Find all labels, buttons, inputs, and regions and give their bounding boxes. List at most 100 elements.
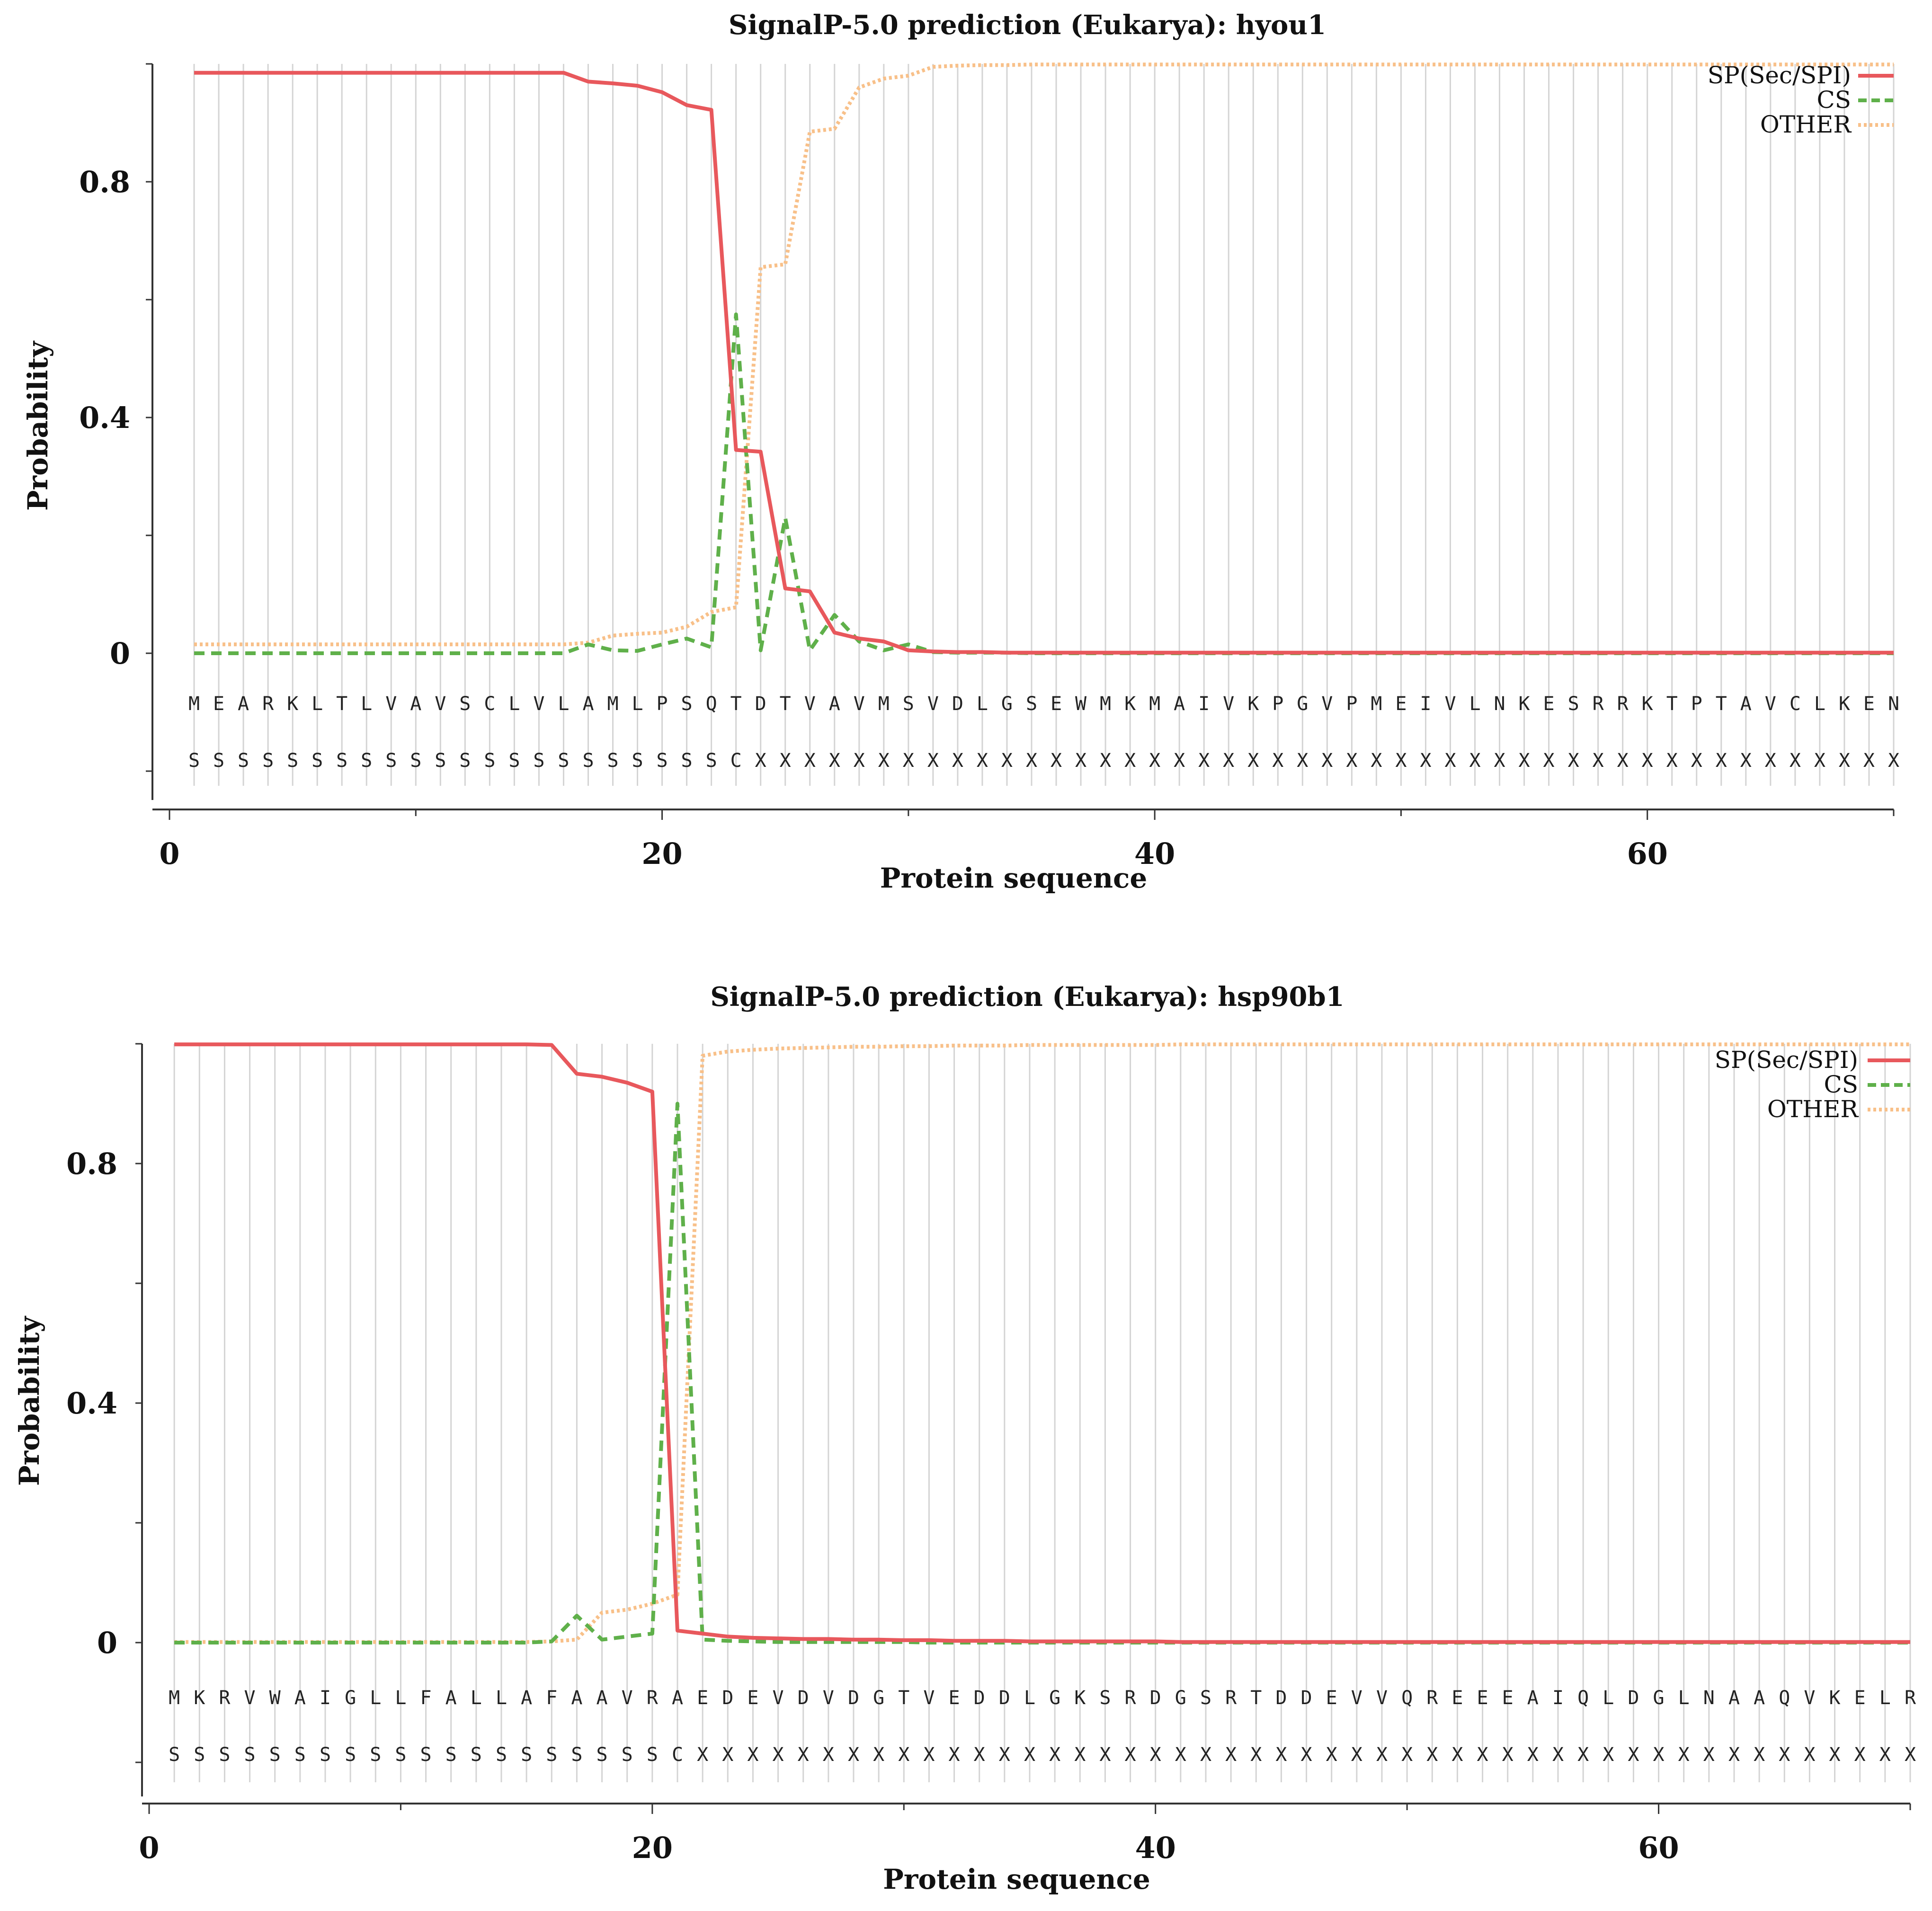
- sequence-residue: G: [1001, 693, 1013, 715]
- sequence-residue: T: [1250, 1687, 1262, 1709]
- sequence-residue: E: [697, 1687, 708, 1709]
- series-line-sp-sec-spi: [174, 1042, 1910, 1644]
- sequence-residue: E: [1477, 1687, 1488, 1709]
- sequence-residue: V: [1223, 693, 1234, 715]
- sequence-residue: L: [1879, 1687, 1891, 1709]
- annotation-label: S: [213, 750, 224, 772]
- legend-label: OTHER: [1760, 111, 1852, 138]
- annotation-label: X: [1829, 1744, 1841, 1766]
- sequence-residue: R: [1125, 1687, 1137, 1709]
- x-tick-label: 60: [1638, 1831, 1679, 1865]
- annotation-label: X: [1149, 750, 1160, 772]
- sequence-residue: E: [1451, 1687, 1463, 1709]
- sequence-residue: K: [1839, 693, 1850, 715]
- y-tick-label: 0: [97, 1626, 117, 1660]
- x-tick-label: 20: [632, 1831, 673, 1865]
- sequence-residue: K: [1247, 693, 1259, 715]
- annotation-label: S: [385, 750, 397, 772]
- annotation-label: X: [999, 1744, 1010, 1766]
- sequence-residue: M: [1100, 693, 1111, 715]
- annotation-label: X: [1469, 750, 1480, 772]
- sequence-residue: A: [521, 1687, 532, 1709]
- sequence-residue: T: [336, 693, 347, 715]
- annotation-label: S: [370, 1744, 381, 1766]
- x-tick-label: 20: [641, 836, 682, 871]
- sequence-residue: K: [194, 1687, 205, 1709]
- sequence-residue: D: [1301, 1687, 1312, 1709]
- annotation-label: X: [1026, 750, 1037, 772]
- annotation-label: S: [238, 750, 249, 772]
- x-axis-label: Protein sequence: [883, 1863, 1150, 1895]
- annotation-label: S: [345, 1744, 356, 1766]
- annotation-label: X: [1765, 750, 1776, 772]
- sequence-residue: D: [722, 1687, 733, 1709]
- sequence-residue: V: [244, 1687, 256, 1709]
- sequence-residue: S: [1568, 693, 1579, 715]
- sequence-residue: V: [854, 693, 865, 715]
- annotation-label: S: [558, 750, 569, 772]
- annotation-label: X: [1477, 1744, 1488, 1766]
- sequence-residue: L: [370, 1687, 381, 1709]
- sequence-residue: A: [1740, 693, 1752, 715]
- sequence-residue: M: [1371, 693, 1382, 715]
- sequence-residue: V: [773, 1687, 784, 1709]
- sequence-residue: V: [435, 693, 446, 715]
- sequence-residue: L: [1024, 1687, 1035, 1709]
- annotation-label: X: [1854, 1744, 1866, 1766]
- annotation-label: X: [977, 750, 988, 772]
- annotation-label: X: [1494, 750, 1505, 772]
- sequence-residue: K: [1074, 1687, 1086, 1709]
- annotation-label: S: [546, 1744, 557, 1766]
- sequence-residue: R: [1225, 1687, 1237, 1709]
- annotation-label: X: [1691, 750, 1702, 772]
- panel-hsp90b1: SignalP-5.0 prediction (Eukarya): hsp90b…: [13, 981, 1916, 1895]
- annotation-label: X: [1198, 750, 1210, 772]
- x-tick-label: 60: [1627, 836, 1668, 871]
- sequence-residue: T: [1716, 693, 1727, 715]
- sequence-residue: E: [949, 1687, 960, 1709]
- series-line-cs: [174, 1102, 1910, 1644]
- sequence-residue: P: [1272, 693, 1283, 715]
- annotation-label: S: [521, 1744, 532, 1766]
- annotation-label: X: [1200, 1744, 1211, 1766]
- annotation-label: X: [903, 750, 914, 772]
- series-line-other: [194, 62, 1894, 647]
- sequence-residue: A: [597, 1687, 608, 1709]
- annotation-label: X: [1577, 1744, 1589, 1766]
- series-line-cs: [194, 312, 1894, 655]
- annotation-label: S: [632, 750, 643, 772]
- annotation-label: X: [1666, 750, 1678, 772]
- annotation-label: X: [1552, 1744, 1564, 1766]
- sequence-residue: D: [798, 1687, 809, 1709]
- annotation-label: X: [1814, 750, 1825, 772]
- annotation-label: X: [1074, 1744, 1086, 1766]
- sequence-residue: D: [755, 693, 766, 715]
- sequence-residue: D: [974, 1687, 985, 1709]
- annotation-label: X: [1568, 750, 1579, 772]
- annotation-label: X: [1099, 1744, 1111, 1766]
- sequence-residue: E: [1051, 693, 1062, 715]
- sequence-residue: F: [546, 1687, 557, 1709]
- annotation-label: X: [848, 1744, 859, 1766]
- sequence-residue: G: [345, 1687, 356, 1709]
- annotation-label: S: [471, 1744, 482, 1766]
- annotation-label: S: [188, 750, 200, 772]
- annotation-label: X: [1716, 750, 1727, 772]
- sequence-residue: D: [952, 693, 963, 715]
- annotation-label: X: [878, 750, 890, 772]
- annotation-label: X: [1275, 1744, 1287, 1766]
- annotation-label: X: [780, 750, 791, 772]
- series-line-sp-sec-spi: [194, 71, 1894, 655]
- sequence-residue: A: [1754, 1687, 1765, 1709]
- annotation-label: X: [697, 1744, 708, 1766]
- annotation-label: X: [823, 1744, 834, 1766]
- sequence-residue: V: [533, 693, 544, 715]
- sequence-residue: M: [188, 693, 200, 715]
- sequence-residue: I: [1198, 693, 1210, 715]
- x-tick-label: 0: [139, 1831, 159, 1865]
- annotation-label: X: [722, 1744, 733, 1766]
- x-axis-label: Protein sequence: [880, 862, 1148, 894]
- sequence-residue: P: [657, 693, 668, 715]
